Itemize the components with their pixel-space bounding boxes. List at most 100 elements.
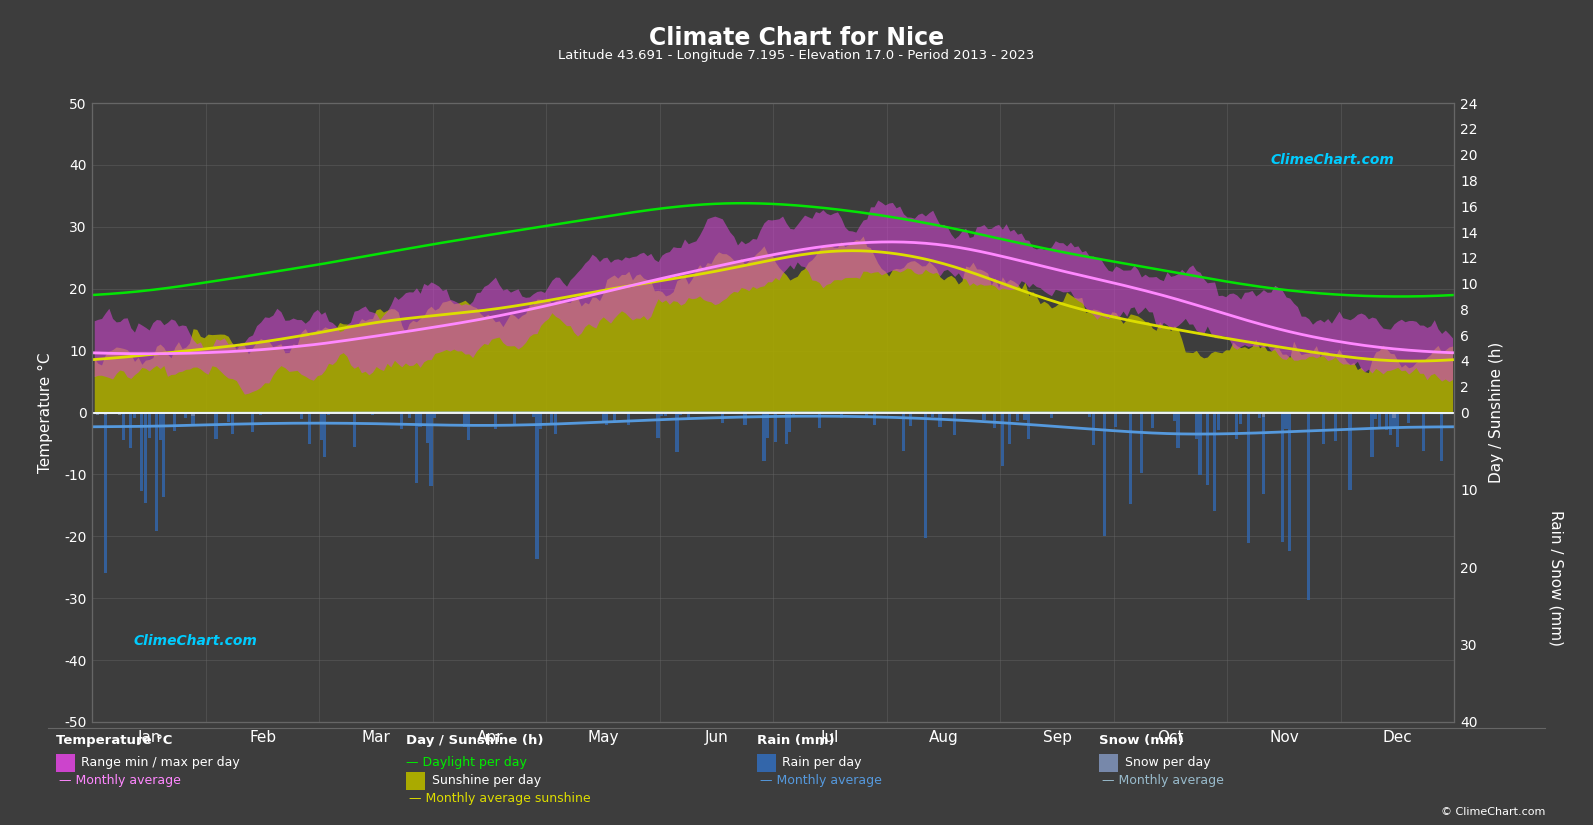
Bar [1212,412,1215,511]
Text: Day / Sunshine (h): Day / Sunshine (h) [406,734,543,747]
Bar [532,412,535,417]
Bar [1129,412,1133,504]
Bar [1139,412,1142,473]
Bar [148,412,151,438]
Bar [323,412,327,457]
Bar [930,412,933,417]
Bar [1102,412,1106,536]
Bar [1023,412,1026,420]
Bar [129,412,132,448]
Bar [96,412,99,415]
Bar [1262,412,1265,493]
Text: Latitude 43.691 - Longitude 7.195 - Elevation 17.0 - Period 2013 - 2023: Latitude 43.691 - Longitude 7.195 - Elev… [559,50,1034,63]
Bar [785,412,789,444]
Bar [720,412,723,423]
Bar [414,412,417,483]
Bar [1284,412,1287,429]
Bar [159,412,162,440]
Bar [1308,412,1311,600]
Bar [1333,412,1337,441]
Bar [155,412,158,530]
Bar [660,412,663,416]
Bar [400,412,403,429]
Bar [1114,412,1117,427]
Bar [430,412,433,487]
Bar [1349,412,1351,490]
Bar [628,412,631,425]
Bar [774,412,777,442]
Bar [1421,412,1424,450]
Bar [1375,412,1378,419]
Bar [1091,412,1094,446]
Bar [191,412,194,416]
Bar [1217,412,1220,430]
Bar [260,412,263,415]
Bar [352,412,355,447]
Bar [1235,412,1238,439]
Bar [1258,412,1262,417]
Bar [1281,412,1284,542]
Bar [605,412,609,425]
Text: — Monthly average: — Monthly average [760,774,883,787]
Bar [554,412,558,434]
Bar [1243,412,1246,414]
Bar [1333,412,1337,414]
Bar [910,412,913,426]
Bar [419,412,422,427]
Bar [873,412,876,425]
Bar [386,412,389,414]
Bar [467,412,470,440]
Bar [1392,412,1395,418]
Text: Range min / max per day: Range min / max per day [81,756,241,769]
Bar [538,412,542,429]
Bar [792,412,795,416]
Text: Rain (mm): Rain (mm) [757,734,835,747]
Bar [1247,412,1251,543]
Bar [1150,412,1153,428]
Bar [1378,412,1381,430]
Bar [371,412,374,415]
Text: ClimeChart.com: ClimeChart.com [134,634,256,648]
Bar [766,412,769,438]
Bar [1008,412,1012,444]
Bar [252,412,255,432]
Bar [299,412,303,419]
Bar [1262,412,1265,417]
Bar [1231,412,1235,414]
Bar [739,412,742,414]
Bar [994,412,997,428]
Text: Climate Chart for Nice: Climate Chart for Nice [648,26,945,50]
Text: — Monthly average sunshine: — Monthly average sunshine [409,792,591,805]
Bar [613,412,616,422]
Bar [118,412,121,415]
Bar [1392,412,1395,427]
Bar [744,412,747,425]
Bar [1195,412,1198,440]
Bar [865,412,868,417]
Bar [550,412,553,426]
Bar [1088,412,1091,417]
Bar [185,412,188,418]
Bar [174,412,177,431]
Bar [191,412,194,426]
Bar [320,412,323,441]
Y-axis label: Day / Sunshine (h): Day / Sunshine (h) [1489,342,1504,483]
Bar [226,412,229,422]
Bar [143,412,147,503]
Bar [104,412,107,415]
Bar [123,412,126,441]
Bar [132,412,135,417]
Bar [822,412,825,414]
Bar [1292,412,1295,413]
Bar [763,412,766,461]
Bar [902,412,905,450]
Bar [162,412,166,497]
Bar [602,412,605,421]
Bar [983,412,986,420]
Bar [327,412,330,415]
Bar [679,412,682,415]
Bar [938,412,941,427]
Bar [1050,412,1053,418]
Bar [1322,412,1325,444]
Bar [817,412,820,428]
